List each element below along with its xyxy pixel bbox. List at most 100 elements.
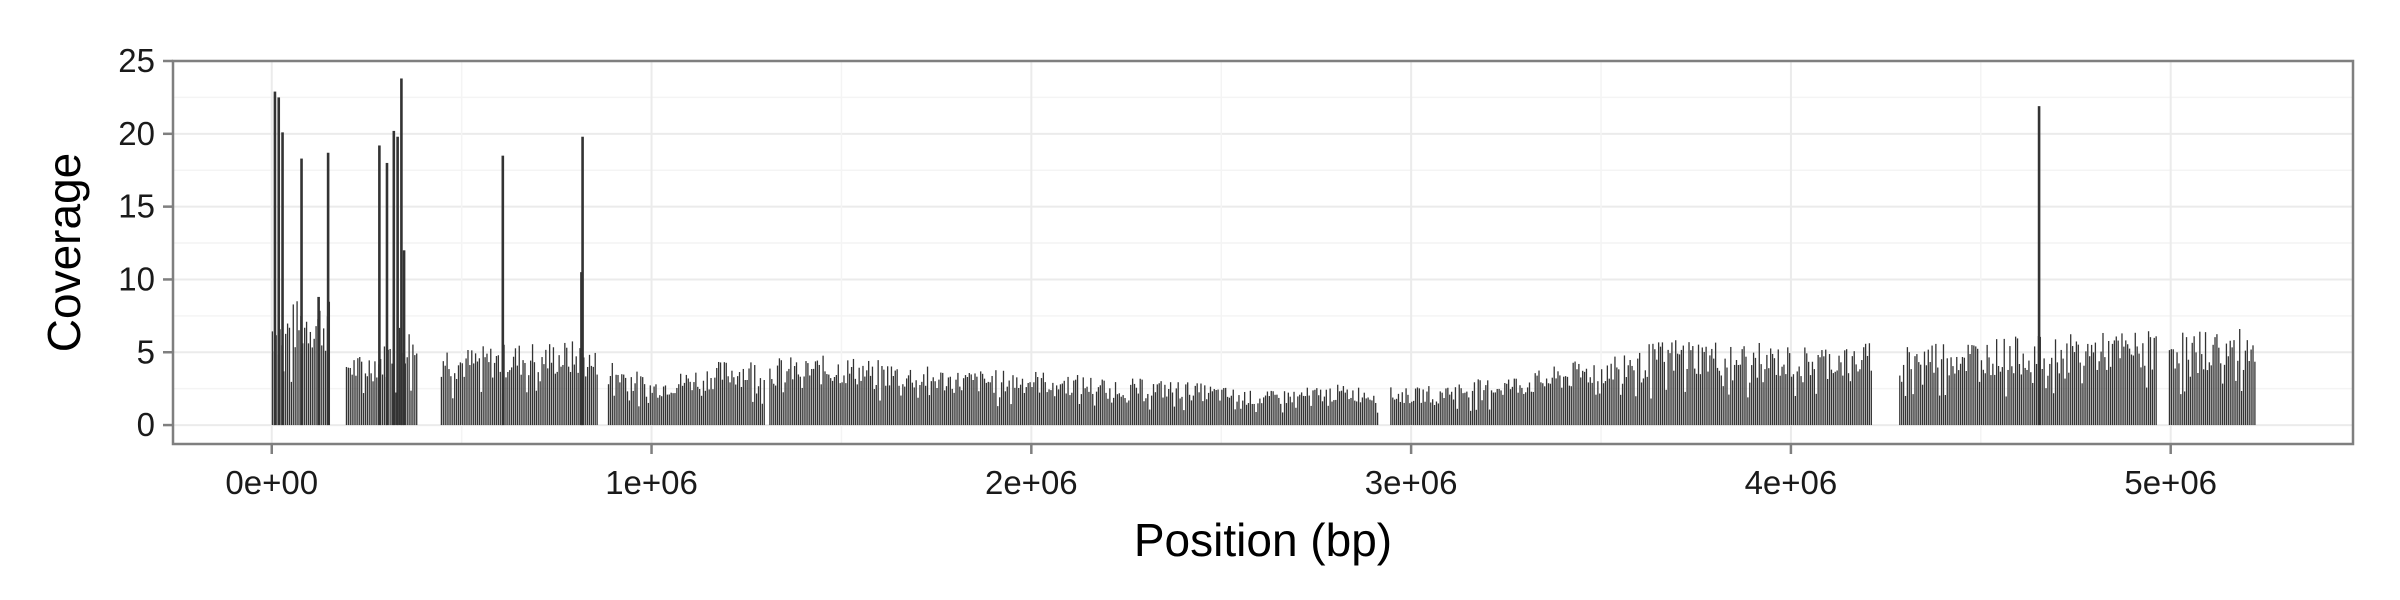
coverage-bar xyxy=(467,350,469,426)
coverage-bar xyxy=(1808,361,1810,426)
coverage-bar xyxy=(596,374,598,426)
coverage-bar xyxy=(1800,376,1802,426)
coverage-bar xyxy=(1640,382,1643,426)
coverage-bar xyxy=(1226,396,1229,426)
coverage-bar xyxy=(1403,402,1405,426)
coverage-bar xyxy=(1242,400,1244,426)
coverage-peak-bar xyxy=(400,78,403,426)
coverage-bar xyxy=(1914,356,1916,426)
coverage-bar xyxy=(2079,362,2081,426)
coverage-bar xyxy=(588,354,591,426)
coverage-bar xyxy=(930,381,932,426)
coverage-bar xyxy=(2032,382,2034,426)
coverage-bar xyxy=(723,362,725,426)
coverage-bar xyxy=(2022,353,2024,426)
coverage-bar xyxy=(1667,349,1669,426)
coverage-bar xyxy=(1135,387,1138,426)
coverage-bar xyxy=(2170,349,2172,426)
coverage-bar xyxy=(845,383,847,426)
coverage-bar xyxy=(537,372,539,426)
coverage-bar xyxy=(909,369,912,426)
coverage-bar xyxy=(566,347,568,426)
coverage-bar xyxy=(1302,395,1305,426)
coverage-bar xyxy=(480,391,482,426)
coverage-bar xyxy=(514,348,517,426)
coverage-bar xyxy=(1804,347,1806,426)
coverage-bar xyxy=(1105,392,1107,426)
coverage-bar xyxy=(774,385,777,426)
coverage-bar xyxy=(1982,369,1985,426)
x-tick-label: 1e+06 xyxy=(605,464,698,501)
coverage-bar xyxy=(664,385,667,426)
coverage-bar xyxy=(323,328,325,426)
coverage-bar xyxy=(1621,383,1624,426)
coverage-bar xyxy=(469,365,471,426)
coverage-bar xyxy=(1534,373,1536,426)
coverage-bar xyxy=(567,366,570,426)
coverage-bar xyxy=(564,342,566,426)
coverage-bar xyxy=(1555,378,1557,426)
coverage-bar xyxy=(955,379,957,426)
coverage-bar xyxy=(1627,365,1629,426)
coverage-bar xyxy=(1992,363,1994,426)
coverage-bar xyxy=(454,373,456,426)
coverage-bar xyxy=(2009,346,2011,426)
coverage-bar xyxy=(978,391,980,426)
coverage-bar xyxy=(1661,342,1664,426)
coverage-bar xyxy=(2087,343,2089,426)
coverage-bar xyxy=(1956,356,1958,426)
coverage-bar xyxy=(1485,385,1487,426)
coverage-bar xyxy=(736,376,739,426)
coverage-bar xyxy=(1563,376,1565,426)
coverage-bar xyxy=(964,375,967,426)
coverage-bar xyxy=(871,366,874,426)
coverage-bar xyxy=(1376,412,1379,426)
coverage-bar xyxy=(2244,350,2247,426)
coverage-bar xyxy=(290,381,293,426)
coverage-bar xyxy=(1439,391,1441,426)
coverage-bar xyxy=(2174,368,2176,426)
coverage-bar xyxy=(651,392,653,426)
coverage-bar xyxy=(940,372,942,426)
coverage-bar xyxy=(1629,360,1631,426)
coverage-bar xyxy=(1128,400,1130,426)
coverage-bar xyxy=(812,368,815,426)
coverage-bar xyxy=(1747,397,1749,426)
coverage-bar xyxy=(755,393,758,426)
coverage-bar xyxy=(1037,377,1039,426)
coverage-bar xyxy=(1899,375,1901,426)
coverage-bar xyxy=(2254,361,2256,426)
coverage-bar xyxy=(1764,369,1766,426)
coverage-bar xyxy=(493,362,496,426)
coverage-bar xyxy=(1699,374,1702,426)
coverage-bar xyxy=(757,386,760,426)
coverage-bar xyxy=(1488,409,1491,426)
coverage-bar xyxy=(488,362,490,426)
coverage-bar xyxy=(1969,353,1971,426)
coverage-bar xyxy=(2108,340,2110,426)
coverage-bar xyxy=(924,385,927,426)
coverage-bar xyxy=(1054,396,1056,426)
coverage-bar xyxy=(1160,381,1162,426)
coverage-bar xyxy=(1925,365,1928,426)
coverage-bar xyxy=(2231,347,2233,426)
coverage-bar xyxy=(883,369,885,426)
coverage-bar xyxy=(776,365,779,426)
coverage-bar xyxy=(1247,403,1250,426)
coverage-bar xyxy=(1680,349,1683,426)
coverage-bar xyxy=(1637,358,1639,426)
coverage-bar xyxy=(911,382,913,426)
coverage-bar xyxy=(873,389,876,426)
coverage-bar xyxy=(1101,379,1103,426)
x-axis-title: Position (bp) xyxy=(1134,514,1392,566)
coverage-bar xyxy=(1035,371,1037,426)
coverage-bar xyxy=(416,353,418,426)
coverage-bar xyxy=(2250,349,2252,426)
coverage-bar xyxy=(1836,370,1838,426)
panel-border xyxy=(171,59,2355,446)
coverage-bar xyxy=(1794,395,1797,426)
coverage-bar xyxy=(1080,394,1082,426)
coverage-bar xyxy=(2035,363,2038,426)
coverage-bar xyxy=(507,371,509,426)
coverage-bar xyxy=(455,378,458,426)
